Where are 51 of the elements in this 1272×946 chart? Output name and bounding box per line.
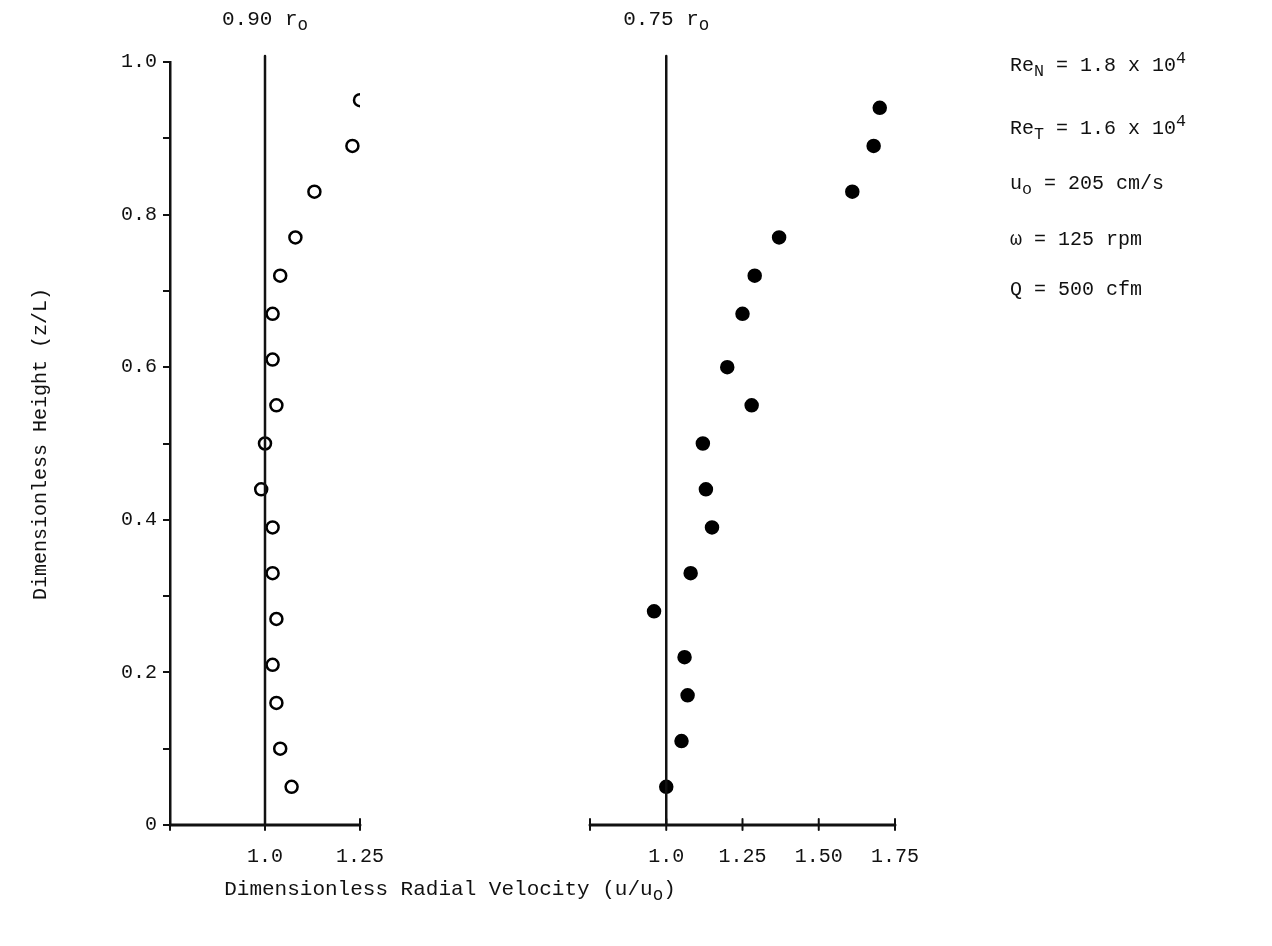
point xyxy=(269,695,284,711)
point xyxy=(265,657,280,673)
text: Q = 500 cfm xyxy=(1010,277,1144,304)
point xyxy=(866,138,881,154)
point xyxy=(735,306,750,322)
point xyxy=(845,184,860,199)
point xyxy=(265,306,280,322)
point xyxy=(345,138,360,154)
point xyxy=(265,565,280,581)
y-tick-label: 0 xyxy=(144,813,157,837)
point xyxy=(872,100,887,116)
y-tick-label: 1.0 xyxy=(120,50,157,74)
point xyxy=(695,436,711,451)
y-axis-title: Dimensionless Height (z/L) xyxy=(28,287,52,600)
x-tick-label: 1.0 xyxy=(648,845,685,869)
point xyxy=(747,268,762,283)
chart-title: 0.90 r$_{o}$ xyxy=(221,8,309,36)
point xyxy=(284,779,299,795)
point xyxy=(771,230,787,245)
point xyxy=(288,230,303,245)
y-tick-label: 0.6 xyxy=(120,355,157,379)
x-axis-title: Dimensionless Radial Velocity (u/u$_{o}$) xyxy=(224,878,676,906)
x-tick-label: 1.0 xyxy=(246,845,284,869)
point xyxy=(269,611,284,627)
point xyxy=(272,268,288,283)
point xyxy=(698,482,714,497)
x-tick-label: 1.75 xyxy=(870,845,920,869)
point xyxy=(265,352,280,367)
point xyxy=(265,520,280,535)
x-tick-label: 1.50 xyxy=(794,845,843,869)
point xyxy=(646,604,662,619)
text: Re$_{T}$ = 1.6 x 10$^{4}$ xyxy=(1010,110,1187,146)
point xyxy=(677,649,692,665)
chart-title: 0.75 r$_{o}$ xyxy=(623,8,710,36)
point xyxy=(683,565,698,581)
text: Re$_{N}$ = 1.8 x 10$^{4}$ xyxy=(1010,48,1187,83)
y-tick-label: 0.2 xyxy=(120,660,157,684)
text: ω = 125 rpm xyxy=(1010,227,1144,254)
x-tick-label: 1.25 xyxy=(335,845,385,869)
y-tick-label: 0.4 xyxy=(120,508,157,532)
x-tick-label: 1.25 xyxy=(718,845,767,869)
point xyxy=(272,741,288,756)
point xyxy=(269,398,284,413)
point xyxy=(674,733,689,749)
point xyxy=(307,184,322,199)
point xyxy=(744,398,759,413)
text: u$_{o}$ = 205 cm/s xyxy=(1010,171,1166,202)
point xyxy=(680,688,695,703)
point xyxy=(704,520,720,535)
y-tick-label: 0.8 xyxy=(120,202,157,226)
point xyxy=(720,359,735,375)
